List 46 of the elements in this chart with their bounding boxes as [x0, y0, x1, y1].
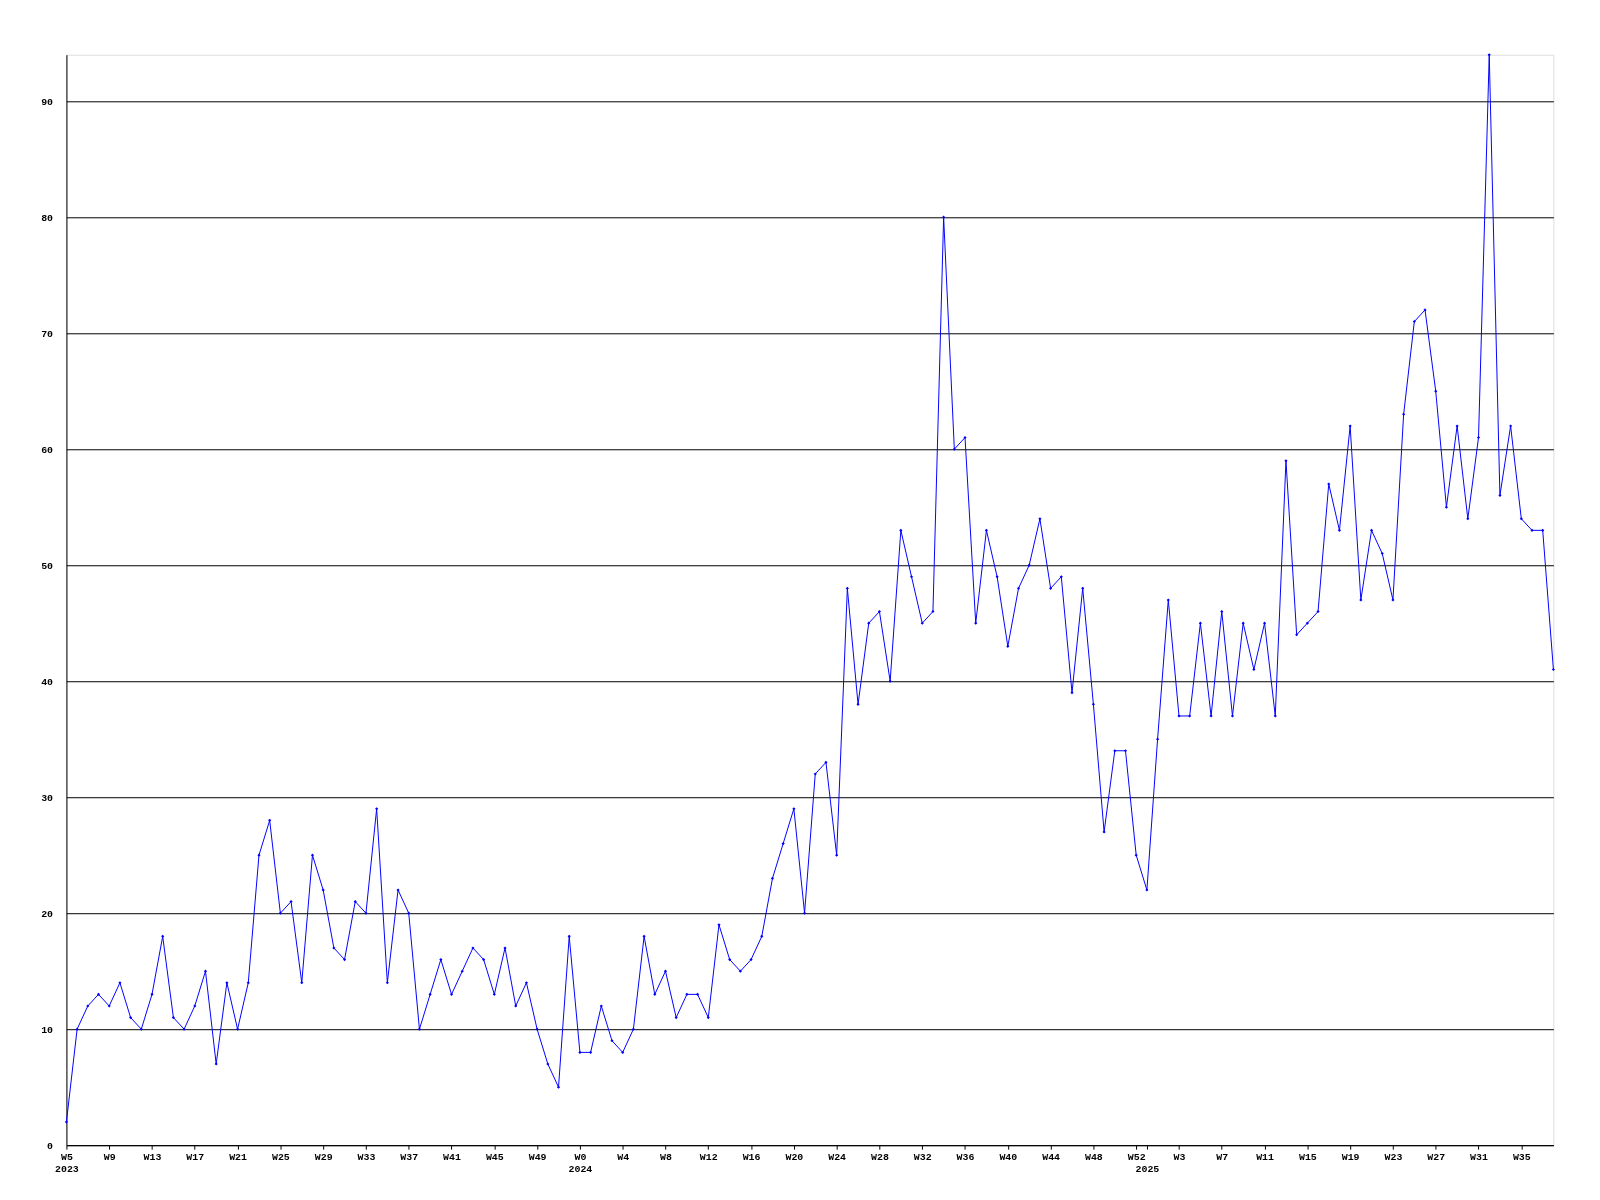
x-tick-label: W12	[699, 1151, 718, 1163]
x-tick-label: W29	[314, 1151, 333, 1163]
x-tick-label: W33	[357, 1151, 376, 1163]
y-tick-label: 80	[41, 212, 54, 224]
x-tick-label: W7	[1216, 1151, 1229, 1163]
x-tick-label: W20	[785, 1151, 804, 1163]
y-tick-label: 70	[41, 328, 54, 340]
y-tick-label: 40	[41, 676, 54, 688]
x-tick-label: W19	[1341, 1151, 1360, 1163]
x-tick-label: W37	[400, 1151, 419, 1163]
x-tick-label: W49	[528, 1151, 547, 1163]
x-tick-label: W25	[271, 1151, 290, 1163]
y-tick-label: 90	[41, 96, 54, 108]
x-tick-label: W24	[828, 1151, 847, 1163]
x-tick-label: W3	[1173, 1151, 1186, 1163]
x-tick-label: W52	[1127, 1151, 1146, 1163]
x-tick-label: W35	[1512, 1151, 1531, 1163]
x-tick-label: W0 2024	[568, 1151, 593, 1176]
x-tick-label: W44	[1042, 1151, 1061, 1163]
x-tick-label: W32	[913, 1151, 932, 1163]
x-tick-label: W23	[1384, 1151, 1403, 1163]
x-tick-label: W28	[871, 1151, 889, 1163]
x-tick-label: W13	[143, 1151, 162, 1163]
x-tick-label: W9	[103, 1151, 116, 1163]
y-tick-label: 30	[41, 792, 54, 804]
x-tick-label: W41	[443, 1151, 461, 1163]
x-tick-label: W36	[956, 1151, 975, 1163]
y-tick-label: 0	[47, 1140, 54, 1152]
x-tick-label: W8	[660, 1151, 672, 1163]
x-tick-label: W31	[1470, 1151, 1488, 1163]
x-tick-label: W21	[229, 1151, 248, 1163]
x-tick-label: W48	[1084, 1151, 1103, 1163]
y-tick-label: 10	[41, 1024, 54, 1036]
x-tick-label: W5 2023	[55, 1151, 79, 1176]
x-tick-label: W17	[186, 1151, 205, 1163]
y-tick-label: 50	[41, 560, 54, 572]
x-tick-label: W45	[485, 1151, 504, 1163]
x-tick-label: 2025	[1135, 1164, 1160, 1176]
y-tick-label: 20	[41, 908, 54, 920]
x-tick-label: W11	[1256, 1151, 1275, 1163]
y-tick-label: 60	[41, 444, 54, 456]
x-tick-label: W15	[1298, 1151, 1317, 1163]
x-tick-label: W40	[999, 1151, 1018, 1163]
x-tick-label: W27	[1427, 1151, 1446, 1163]
x-tick-label: W4	[617, 1151, 630, 1163]
x-tick-label: W16	[742, 1151, 761, 1163]
